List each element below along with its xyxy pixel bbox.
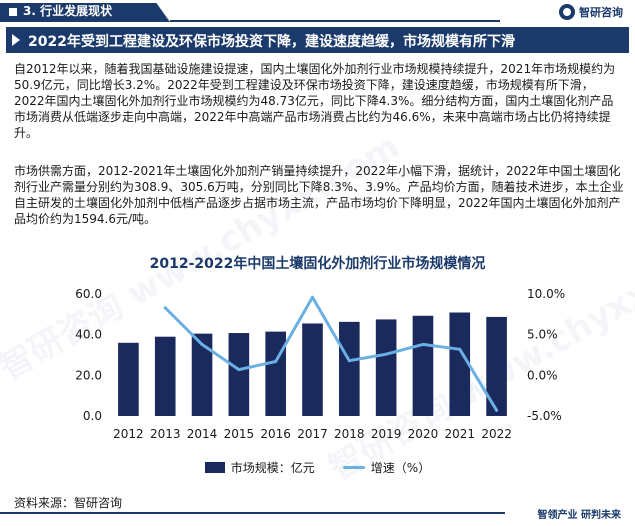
headline-text: 2022年受到工程建设及环保市场投资下降，建设速度趋缓，市场规模有所下滑 [28, 34, 515, 50]
x-tick-label: 2015 [224, 427, 255, 441]
source-note: 资料来源：智研咨询 [14, 496, 123, 510]
bar-2022 [486, 316, 507, 416]
chart-title: 2012-2022年中国土壤固化外加剂行业市场规模情况 [149, 256, 486, 272]
x-tick-label: 2022 [481, 427, 512, 441]
y-left-tick-label: 0.0 [83, 409, 102, 423]
y-left-tick-label: 60.0 [75, 287, 102, 301]
x-tick-label: 2019 [371, 427, 402, 441]
brand-name: 智研咨询 [579, 6, 623, 19]
x-tick-label: 2016 [260, 427, 291, 441]
y-right-tick-label: 0.0% [527, 368, 558, 382]
x-tick-label: 2018 [334, 427, 365, 441]
growth-point-2017 [311, 295, 314, 299]
legend-swatch-bar [204, 461, 225, 473]
growth-point-2013 [163, 306, 167, 310]
growth-point-2022 [495, 408, 499, 412]
bar-2019 [375, 319, 397, 416]
legend-item-line: 增速（%） [342, 459, 431, 476]
growth-point-2018 [347, 359, 351, 363]
bar-2014 [191, 333, 213, 416]
growth-line [163, 295, 499, 412]
bar-2017 [302, 323, 323, 416]
bar-2013 [154, 336, 176, 416]
brand: 智研咨询 [559, 4, 623, 20]
section-label: 3. 行业发展现状 [23, 4, 113, 18]
bar-2018 [339, 321, 360, 416]
growth-point-2019 [384, 352, 388, 356]
legend-item-bar: 市场规模：亿元 [204, 459, 315, 476]
growth-point-2015 [237, 368, 241, 372]
bar-2015 [228, 333, 250, 416]
growth-point-2016 [274, 360, 278, 364]
bar-2021 [449, 312, 471, 416]
y-left-tick-label: 40.0 [75, 328, 102, 342]
y-right-tick-label: 10.0% [527, 287, 565, 301]
y-right-tick-label: -5.0% [527, 409, 562, 423]
y-left-tick-label: 20.0 [75, 368, 102, 382]
divider [170, 20, 500, 22]
growth-point-2014 [200, 342, 204, 346]
headline-banner: 2022年受到工程建设及环保市场投资下降，建设速度趋缓，市场规模有所下滑 [6, 27, 629, 53]
section-tab [0, 3, 170, 22]
slogan: 智领产业 研判未来 [537, 510, 621, 521]
x-tick-label: 2013 [150, 427, 181, 441]
paragraph-supply-demand: 市场供需方面，2012-2021年土壤固化外加剂产销量持续提升，2022年小幅下… [14, 164, 624, 226]
square-icon [9, 8, 17, 16]
growth-point-2021 [458, 347, 462, 351]
x-tick-label: 2017 [297, 427, 328, 441]
y-right-tick-label: 5.0% [527, 328, 558, 342]
brand-logo-icon [559, 4, 575, 20]
chart-legend: 市场规模：亿元 增速（%） [0, 458, 635, 476]
arrow-right-icon [12, 34, 20, 46]
x-tick-label: 2021 [444, 427, 475, 441]
legend-label-bar: 市场规模：亿元 [230, 460, 315, 475]
x-tick-label: 2014 [187, 427, 218, 441]
legend-label-line: 增速（%） [370, 460, 431, 475]
legend-swatch-line [342, 465, 365, 469]
section-header: 3. 行业发展现状 智研咨询 [0, 0, 635, 24]
growth-point-2020 [421, 342, 425, 346]
footer-divider [0, 512, 505, 514]
bar-2012 [118, 342, 139, 416]
bar-2016 [265, 331, 286, 416]
x-tick-label: 2020 [408, 427, 439, 441]
x-tick-label: 2012 [113, 427, 144, 441]
paragraph-market-size: 自2012年以来，随着我国基础设施建设提速，国内土壤固化外加剂行业市场规模持续提… [14, 62, 616, 140]
market-size-chart: 60.0 40.0 20.0 0.0 10.0% 5.0% 0.0% -5.0% 2012 201… [75, 287, 565, 441]
bar-2020 [412, 315, 434, 416]
